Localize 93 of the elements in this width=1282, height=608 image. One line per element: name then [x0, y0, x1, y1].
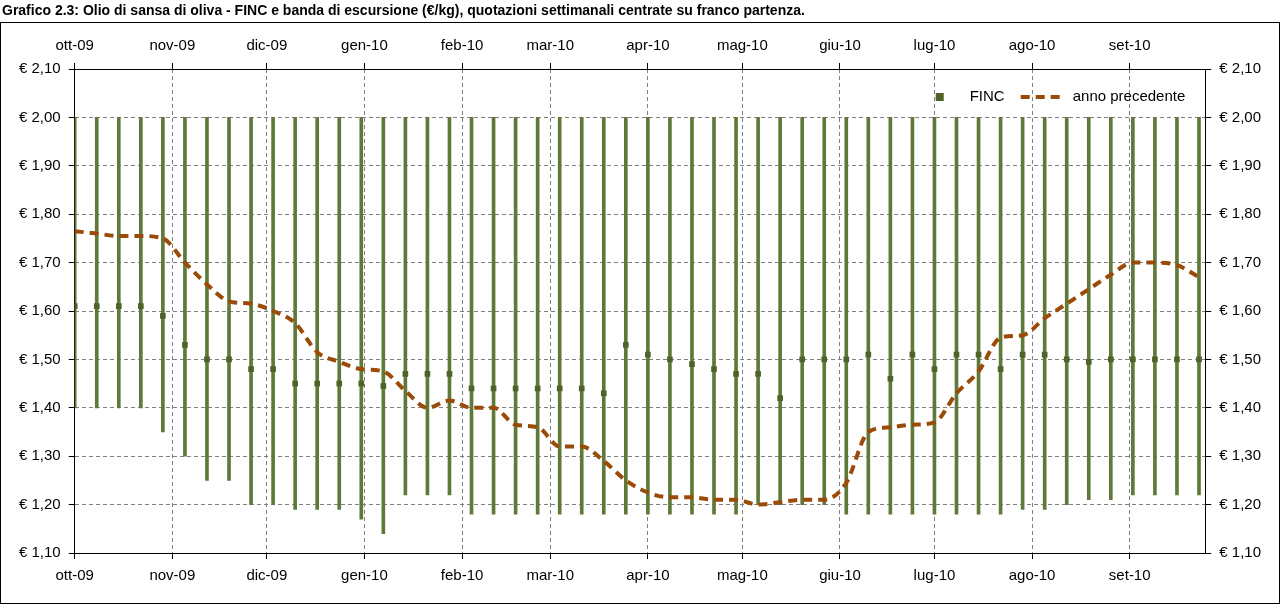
- x-tick-label: dic-09: [246, 566, 288, 584]
- y2-tick-label: € 1,20: [1219, 494, 1262, 512]
- y2-tick-label: € 1,60: [1219, 301, 1262, 319]
- point: [578, 385, 585, 392]
- point: [93, 303, 100, 309]
- x2-tick-label: set-10: [1108, 36, 1151, 54]
- point: [1041, 351, 1048, 358]
- x2-tick-label: ago-10: [1008, 36, 1056, 54]
- y-tick-label: € 1,10: [18, 543, 61, 561]
- x2-tick-label: nov-09: [149, 36, 196, 54]
- point: [1130, 356, 1136, 363]
- y-tick-label: € 1,50: [18, 349, 61, 367]
- point: [887, 375, 894, 382]
- x-tick-label: set-10: [1108, 566, 1151, 584]
- point: [160, 313, 166, 319]
- x-tick-label: giu-10: [819, 566, 861, 584]
- point: [204, 356, 210, 363]
- point: [1196, 356, 1202, 363]
- point: [623, 342, 629, 348]
- point: [667, 356, 673, 363]
- y-tick-label: € 1,40: [18, 397, 61, 415]
- x-tick-label: apr-10: [626, 566, 670, 584]
- point: [843, 356, 850, 363]
- x2-tick-label: mag-10: [716, 36, 768, 54]
- x-tick-label: feb-10: [440, 566, 484, 584]
- legend-label: anno precedente: [1072, 87, 1186, 105]
- y-tick-label: € 1,60: [18, 301, 61, 319]
- point: [1174, 356, 1180, 363]
- point: [424, 371, 431, 377]
- y2-tick-label: € 1,90: [1219, 155, 1262, 173]
- y2-tick-label: € 1,10: [1219, 543, 1262, 561]
- point: [1152, 356, 1158, 363]
- point: [138, 303, 144, 309]
- point: [314, 380, 321, 387]
- point: [711, 366, 717, 372]
- point: [600, 390, 607, 397]
- x2-tick-label: gen-10: [341, 36, 388, 54]
- x2-tick-label: apr-10: [626, 36, 670, 54]
- point: [556, 385, 563, 392]
- x2-tick-label: lug-10: [913, 36, 956, 54]
- x-tick-label: lug-10: [913, 566, 956, 584]
- x-tick-label: ago-10: [1008, 566, 1056, 584]
- x-tick-label: gen-10: [341, 566, 388, 584]
- point: [755, 371, 761, 377]
- y2-tick-label: € 1,50: [1219, 349, 1262, 367]
- point: [446, 371, 453, 377]
- point: [733, 371, 739, 377]
- x-tick-label: mar-10: [526, 566, 574, 584]
- chart-title: Grafico 2.3: Olio di sansa di oliva - FINC e banda di escursione (€/kg), quotazioni settimanali centrate su franco partenza.: [1, 1, 806, 20]
- point: [270, 366, 276, 372]
- point: [292, 380, 298, 387]
- y2-tick-label: € 2,10: [1219, 59, 1262, 77]
- point: [402, 371, 409, 377]
- point: [931, 366, 938, 372]
- point: [380, 383, 387, 389]
- y-tick-label: € 1,20: [18, 494, 61, 512]
- x2-tick-label: mar-10: [526, 36, 574, 54]
- point: [997, 366, 1004, 372]
- y2-tick-label: € 1,30: [1219, 446, 1262, 464]
- point: [248, 366, 254, 372]
- point: [645, 351, 651, 358]
- y2-tick-label: € 1,70: [1219, 252, 1262, 270]
- y-tick-label: € 1,80: [18, 204, 61, 222]
- x2-tick-label: ott-09: [55, 36, 94, 54]
- y2-tick-label: € 1,40: [1219, 397, 1262, 415]
- y-tick-label: € 1,70: [18, 252, 61, 270]
- y-tick-label: € 2,00: [18, 107, 61, 125]
- y-tick-label: € 1,90: [18, 155, 61, 173]
- y2-tick-label: € 2,00: [1219, 107, 1262, 125]
- point: [1063, 356, 1070, 363]
- point: [777, 395, 783, 401]
- point: [689, 361, 695, 368]
- legend-label: FINC: [969, 87, 1005, 105]
- x2-tick-label: feb-10: [440, 36, 484, 54]
- point: [182, 342, 188, 348]
- point: [821, 356, 828, 363]
- point: [336, 380, 343, 387]
- point: [1085, 358, 1092, 365]
- point: [799, 356, 806, 363]
- y-tick-label: € 2,10: [18, 59, 61, 77]
- line-series: [74, 229, 1201, 507]
- point: [226, 356, 232, 363]
- x-tick-label: mag-10: [716, 566, 768, 584]
- point: [1107, 356, 1114, 363]
- x2-tick-label: giu-10: [819, 36, 861, 54]
- y2-tick-label: € 1,80: [1219, 204, 1262, 222]
- point: [358, 380, 365, 387]
- x-tick-label: ott-09: [55, 566, 94, 584]
- point: [865, 351, 872, 358]
- y-tick-label: € 1,30: [18, 446, 61, 464]
- x2-tick-label: dic-09: [246, 36, 288, 54]
- x-tick-label: nov-09: [149, 566, 196, 584]
- point: [115, 303, 122, 309]
